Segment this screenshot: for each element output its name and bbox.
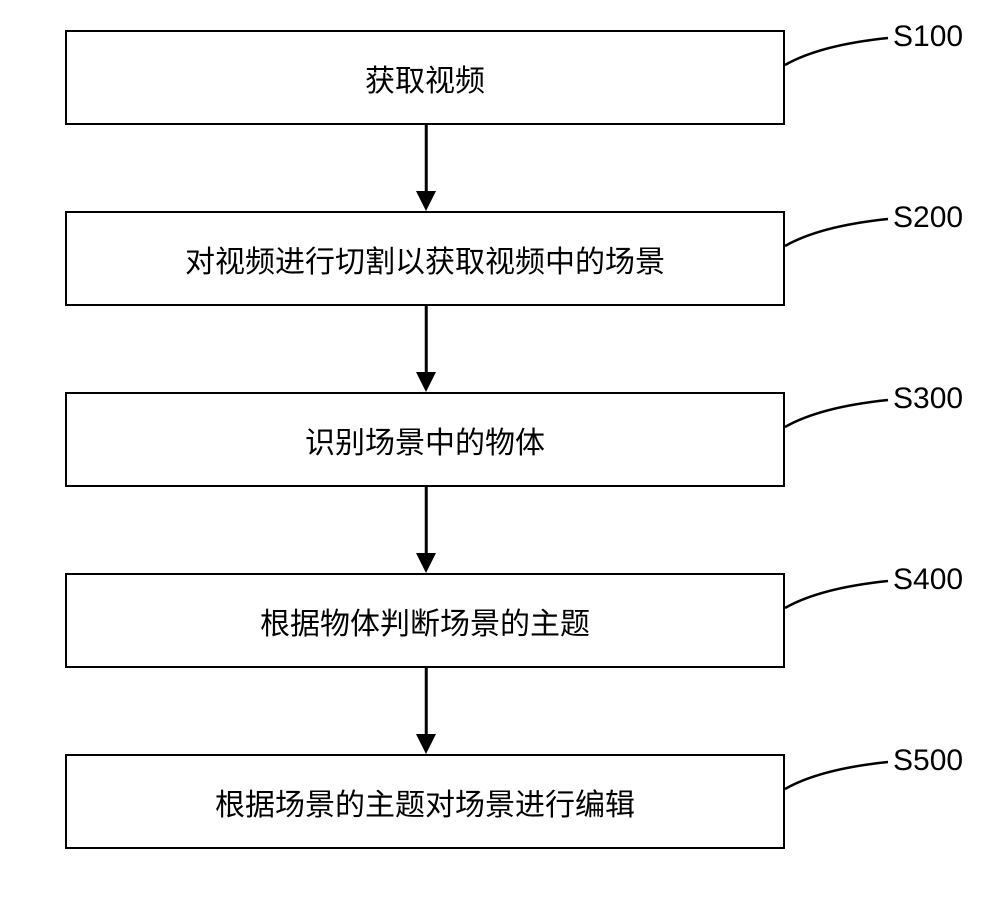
flow-step-s400: 根据物体判断场景的主题 xyxy=(65,573,785,668)
flow-step-text: 获取视频 xyxy=(365,56,485,100)
flow-step-s100: 获取视频 xyxy=(65,30,785,125)
leader-s200 xyxy=(781,215,892,250)
step-label-s500: S500 xyxy=(893,744,963,778)
arrow-s100-s200 xyxy=(425,125,427,211)
step-label-s200: S200 xyxy=(893,201,963,235)
flow-step-text: 识别场景中的物体 xyxy=(305,418,545,462)
leader-s300 xyxy=(781,396,892,431)
leader-s500 xyxy=(781,758,892,793)
flow-step-s200: 对视频进行切割以获取视频中的场景 xyxy=(65,211,785,306)
arrow-s400-s500 xyxy=(425,668,427,754)
flow-step-s300: 识别场景中的物体 xyxy=(65,392,785,487)
step-label-s400: S400 xyxy=(893,563,963,597)
flow-step-text: 根据物体判断场景的主题 xyxy=(260,599,590,643)
step-label-s300: S300 xyxy=(893,382,963,416)
flowchart-canvas: 获取视频 S100 对视频进行切割以获取视频中的场景 S200 识别场景中的物体 S300… xyxy=(0,0,1000,916)
flow-step-text: 对视频进行切割以获取视频中的场景 xyxy=(185,237,665,281)
leader-s100 xyxy=(781,34,892,69)
flow-step-text: 根据场景的主题对场景进行编辑 xyxy=(215,780,635,824)
step-label-s100: S100 xyxy=(893,20,963,54)
arrow-s300-s400 xyxy=(425,487,427,573)
leader-s400 xyxy=(781,577,892,612)
arrow-s200-s300 xyxy=(425,306,427,392)
flow-step-s500: 根据场景的主题对场景进行编辑 xyxy=(65,754,785,849)
